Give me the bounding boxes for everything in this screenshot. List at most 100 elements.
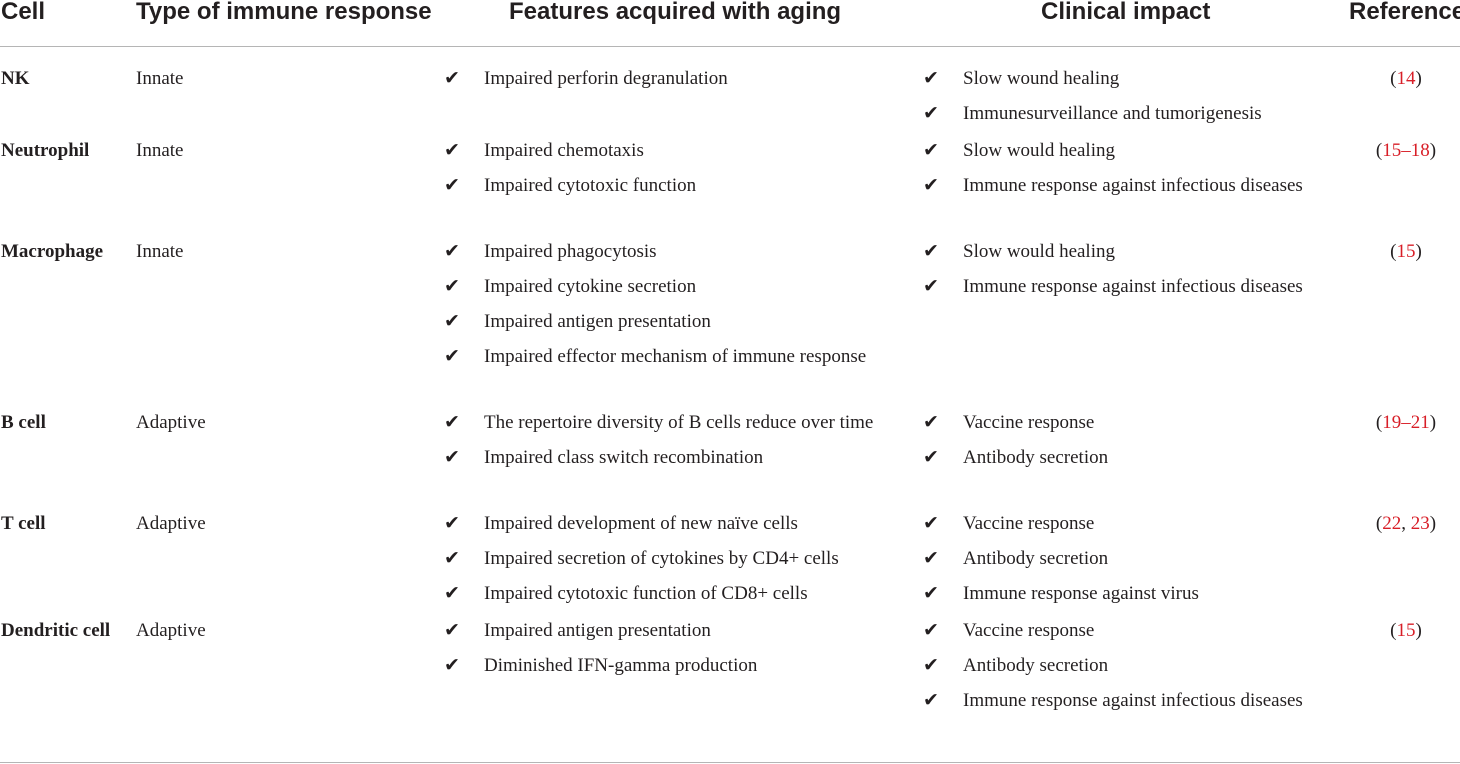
feature-item: ✔ Impaired development of new naïve cells xyxy=(444,509,906,538)
reference-link[interactable]: 15 xyxy=(1396,620,1416,641)
feature-text: Diminished IFN-gamma production xyxy=(484,655,758,676)
feature-item: ✔ Impaired phagocytosis xyxy=(444,237,906,266)
reference-cell: (22, 23) xyxy=(1342,509,1460,538)
reference-link[interactable]: 19–21 xyxy=(1382,412,1430,433)
reference-cell: (15–18) xyxy=(1342,136,1460,165)
check-mark-icon: ✔ xyxy=(923,446,939,468)
feature-item: ✔ Impaired cytokine secretion xyxy=(444,272,906,301)
feature-text: Impaired cytokine secretion xyxy=(484,276,697,297)
reference-cell: (19–21) xyxy=(1342,408,1460,437)
check-mark-icon: ✔ xyxy=(923,512,939,534)
feature-item: ✔ Impaired effector mechanism of immune r… xyxy=(444,342,906,371)
feature-text: Impaired development of new naïve cells xyxy=(484,513,798,534)
impact-text: Vaccine response xyxy=(963,412,1095,433)
reference-open-paren: ( xyxy=(1390,241,1397,262)
impact-item: ✔ Immune response against infectious dise… xyxy=(923,686,1331,715)
immune-response-type: Adaptive xyxy=(136,513,206,534)
check-mark-icon: ✔ xyxy=(923,619,939,641)
impact-item: ✔ Immune response against virus xyxy=(923,579,1331,608)
feature-text: Impaired secretion of cytokines by CD4+ … xyxy=(484,548,839,569)
reference-link[interactable]: 15–18 xyxy=(1382,140,1430,161)
check-mark-icon: ✔ xyxy=(444,619,460,641)
feature-item: ✔ Impaired cytotoxic function of CD8+ cel… xyxy=(444,579,906,608)
impact-text: Antibody secretion xyxy=(963,655,1109,676)
header-type: Type of immune response xyxy=(136,0,432,25)
feature-text: Impaired antigen presentation xyxy=(484,620,711,641)
immune-response-type: Adaptive xyxy=(136,412,206,433)
reference-link[interactable]: 15 xyxy=(1396,241,1416,262)
reference-link[interactable]: 23 xyxy=(1410,513,1430,534)
reference-close-paren: ) xyxy=(1429,412,1437,433)
reference-cell: (15) xyxy=(1342,616,1460,645)
impact-text: Immunesurveillance and tumorigenesis xyxy=(963,103,1262,124)
immune-response-type: Innate xyxy=(136,68,184,89)
check-mark-icon: ✔ xyxy=(923,275,939,297)
header-rule xyxy=(0,46,1460,47)
reference-close-paren: ) xyxy=(1415,68,1422,89)
check-mark-icon: ✔ xyxy=(444,310,460,332)
feature-item: ✔ Diminished IFN-gamma production xyxy=(444,651,906,680)
header-impact: Clinical impact xyxy=(1041,0,1211,25)
reference-cell: (15) xyxy=(1342,237,1460,266)
cell-name: B cell xyxy=(1,412,46,433)
impact-item: ✔ Immune response against infectious dise… xyxy=(923,272,1331,301)
check-mark-icon: ✔ xyxy=(444,582,460,604)
reference-link[interactable]: 14 xyxy=(1396,68,1416,89)
clinical-impact-list: ✔ Vaccine response ✔ Antibody secretion ✔ Imm… xyxy=(923,509,1331,614)
feature-text: Impaired chemotaxis xyxy=(484,140,644,161)
features-list: ✔ Impaired perforin degranulation xyxy=(444,64,906,99)
feature-item: ✔ Impaired antigen presentation xyxy=(444,616,906,645)
cell-name: Macrophage xyxy=(1,241,104,262)
reference-open-paren: ( xyxy=(1375,412,1383,433)
impact-item: ✔ Vaccine response xyxy=(923,509,1331,538)
clinical-impact-list: ✔ Slow would healing ✔ Immune response agai… xyxy=(923,237,1331,307)
check-mark-icon: ✔ xyxy=(444,654,460,676)
immune-response-type: Adaptive xyxy=(136,620,206,641)
check-mark-icon: ✔ xyxy=(923,547,939,569)
impact-item: ✔ Antibody secretion xyxy=(923,544,1331,573)
cell-name: Neutrophil xyxy=(1,140,90,161)
features-list: ✔ Impaired phagocytosis ✔ Impaired cytokine… xyxy=(444,237,906,377)
check-mark-icon: ✔ xyxy=(923,67,939,89)
impact-item: ✔ Antibody secretion xyxy=(923,651,1331,680)
check-mark-icon: ✔ xyxy=(444,446,460,468)
check-mark-icon: ✔ xyxy=(444,345,460,367)
check-mark-icon: ✔ xyxy=(444,512,460,534)
header-cell: Cell xyxy=(1,0,46,25)
impact-text: Slow would healing xyxy=(963,241,1115,262)
feature-text: Impaired effector mechanism of immune re… xyxy=(484,346,867,367)
feature-text: Impaired cytotoxic function of CD8+ cell… xyxy=(484,583,808,604)
reference-cell: (14) xyxy=(1342,64,1460,93)
feature-item: ✔ Impaired class switch recombination xyxy=(444,443,906,472)
features-list: ✔ The repertoire diversity of B cells red… xyxy=(444,408,906,478)
impact-item: ✔ Immunesurveillance and tumorigenesis xyxy=(923,99,1331,128)
feature-item: ✔ Impaired cytotoxic function xyxy=(444,171,906,200)
features-list: ✔ Impaired antigen presentation ✔ Diminishe… xyxy=(444,616,906,686)
impact-text: Antibody secretion xyxy=(963,548,1109,569)
reference-open-paren: ( xyxy=(1375,513,1383,534)
check-mark-icon: ✔ xyxy=(923,174,939,196)
header-features: Features acquired with aging xyxy=(509,0,842,25)
feature-text: Impaired cytotoxic function xyxy=(484,175,697,196)
cell-name: Dendritic cell xyxy=(1,620,111,641)
feature-text: Impaired antigen presentation xyxy=(484,311,711,332)
clinical-impact-list: ✔ Slow would healing ✔ Immune response agai… xyxy=(923,136,1331,206)
impact-text: Vaccine response xyxy=(963,513,1095,534)
check-mark-icon: ✔ xyxy=(444,67,460,89)
reference-open-paren: ( xyxy=(1375,140,1383,161)
feature-item: ✔ Impaired perforin degranulation xyxy=(444,64,906,93)
clinical-impact-list: ✔ Vaccine response ✔ Antibody secretion xyxy=(923,408,1331,478)
feature-text: Impaired phagocytosis xyxy=(484,241,657,262)
reference-link[interactable]: 22 xyxy=(1382,513,1402,534)
reference-open-paren: ( xyxy=(1390,620,1397,641)
feature-text: Impaired class switch recombination xyxy=(484,447,764,468)
cell-name: NK xyxy=(1,68,30,89)
check-mark-icon: ✔ xyxy=(444,174,460,196)
bottom-rule xyxy=(0,762,1460,763)
features-list: ✔ Impaired chemotaxis ✔ Impaired cytotoxic … xyxy=(444,136,906,206)
impact-text: Antibody secretion xyxy=(963,447,1109,468)
impact-text: Slow would healing xyxy=(963,140,1115,161)
impact-text: Immune response against infectious disea… xyxy=(963,276,1303,297)
reference-open-paren: ( xyxy=(1390,68,1397,89)
reference-close-paren: ) xyxy=(1415,241,1422,262)
